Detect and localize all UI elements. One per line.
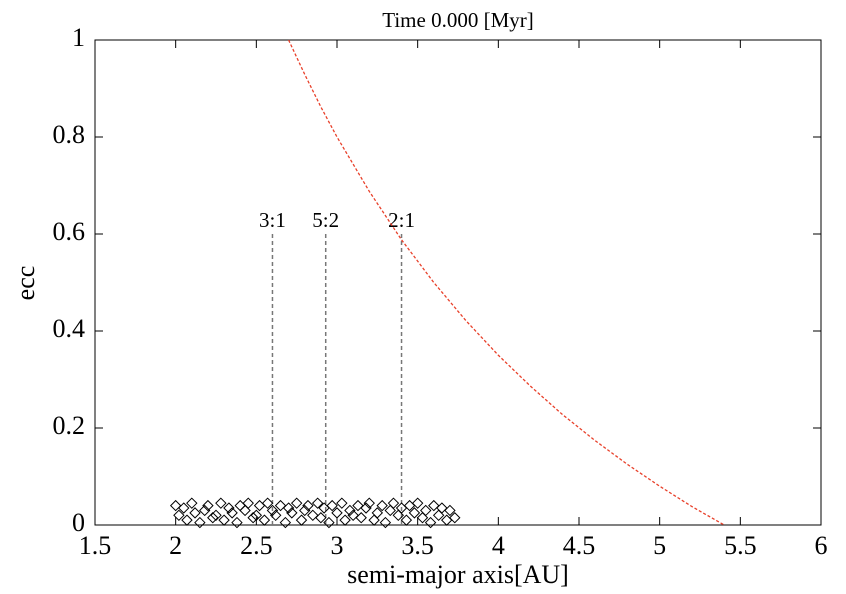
resonance-label: 3:1 <box>259 208 286 232</box>
x-tick-label: 4 <box>492 531 505 560</box>
scatter-point <box>436 502 448 514</box>
chart-title: Time 0.000 [Myr] <box>382 8 533 32</box>
scatter-point <box>347 509 359 522</box>
scatter-point <box>424 516 437 529</box>
scatter-point <box>428 499 440 512</box>
scatter-point <box>282 502 295 514</box>
scatter-point <box>411 497 424 509</box>
scatter-point <box>352 499 364 512</box>
scatter-point <box>449 512 461 524</box>
y-tick-label: 0.2 <box>53 411 86 440</box>
scatter-point <box>376 499 388 512</box>
scatter-point <box>326 499 338 512</box>
y-axis-label: ecc <box>11 266 40 301</box>
scatter-point <box>207 512 219 524</box>
scatter-point <box>247 512 259 524</box>
scatter-point <box>408 507 421 519</box>
scatter-point <box>226 507 238 519</box>
y-tick-label: 0.4 <box>53 314 86 343</box>
scatter-point <box>323 516 335 529</box>
scatter-point <box>215 497 227 509</box>
scatter-point <box>279 516 292 529</box>
curve <box>288 39 725 526</box>
scatter-point <box>274 499 287 512</box>
scatter-point <box>242 497 254 509</box>
scatter-point <box>331 507 343 519</box>
x-tick-label: 1.5 <box>79 531 112 560</box>
y-tick-label: 0 <box>72 508 85 537</box>
scatter-point <box>218 514 230 526</box>
x-tick-label: 3.5 <box>401 531 434 560</box>
scatter-point <box>269 509 282 522</box>
scatter-point <box>355 512 367 524</box>
scatter-point <box>371 507 384 519</box>
x-tick-label: 5.5 <box>724 531 757 560</box>
scatter-point <box>400 514 413 526</box>
scatter-point <box>258 514 271 526</box>
scatter-point <box>392 509 405 522</box>
scatter-point <box>266 504 279 517</box>
scatter-point <box>302 499 314 512</box>
scatter-point <box>186 497 198 509</box>
x-tick-label: 3 <box>331 531 344 560</box>
x-axis-label: semi-major axis[AU] <box>347 560 569 589</box>
scatter-point <box>194 516 206 529</box>
y-tick-label: 1 <box>72 23 85 52</box>
scatter-point <box>223 502 235 514</box>
scatter-point <box>336 497 348 509</box>
scatter-point <box>444 504 456 517</box>
resonance-label: 2:1 <box>388 208 415 232</box>
scatter-point <box>202 499 214 512</box>
x-tick-label: 2.5 <box>240 531 273 560</box>
scatter-point <box>198 504 211 517</box>
scatter-point <box>231 516 243 529</box>
scatter-point <box>379 516 392 529</box>
scatter-point <box>169 499 182 512</box>
scatter-point <box>368 514 380 526</box>
x-tick-label: 5 <box>653 531 666 560</box>
x-tick-label: 2 <box>169 531 182 560</box>
scatter-point <box>311 497 324 509</box>
scatter-point <box>286 507 298 519</box>
scatter-point <box>432 509 445 522</box>
y-tick-label: 0.8 <box>53 120 86 149</box>
scatter-point <box>387 497 400 509</box>
scatter-point <box>239 504 251 517</box>
scatter-point <box>360 502 372 514</box>
scatter-point <box>420 504 432 517</box>
scatter-point <box>416 512 429 524</box>
scatter-point <box>250 509 263 522</box>
scatter-point <box>189 507 201 519</box>
y-tick-label: 0.6 <box>53 217 86 246</box>
scatter-point <box>339 514 351 526</box>
scatter-point <box>290 497 303 509</box>
scatter-point <box>178 502 190 514</box>
x-tick-label: 4.5 <box>563 531 596 560</box>
x-tick-label: 6 <box>815 531 828 560</box>
scatter-point <box>384 504 396 517</box>
scatter-point <box>295 514 308 526</box>
scatter-point <box>363 497 375 509</box>
scatter-point <box>344 504 356 517</box>
scatter-point <box>173 509 185 522</box>
plot-frame <box>94 39 822 526</box>
scatter-point <box>307 509 319 522</box>
scatter-point <box>261 497 274 509</box>
scatter-point <box>299 504 311 517</box>
scatter-point <box>210 509 222 522</box>
scatter-point <box>181 514 193 526</box>
resonance-label: 5:2 <box>312 208 339 232</box>
scatter-point <box>315 512 327 524</box>
